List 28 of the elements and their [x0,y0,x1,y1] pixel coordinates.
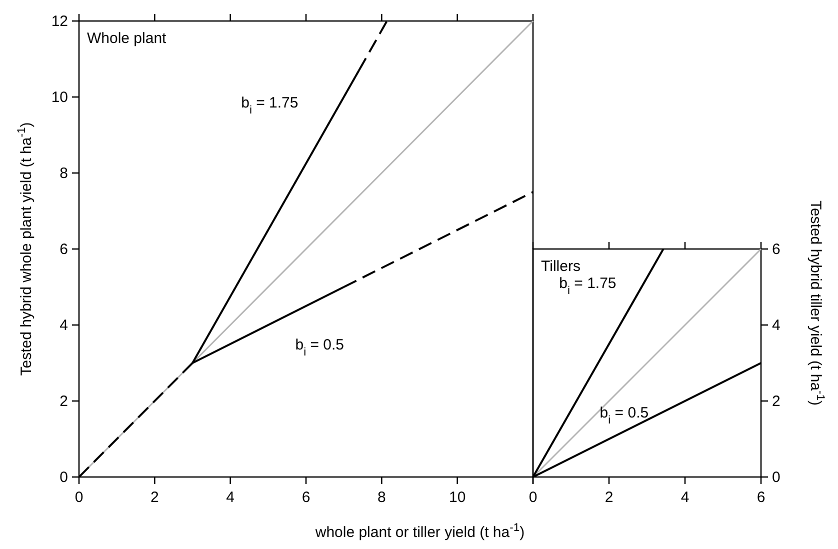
y-tick-label: 10 [51,89,68,106]
y2-tick-label: 4 [772,317,780,334]
y-tick-label: 4 [60,317,68,334]
text: Tillers [541,258,580,275]
x-tick-label: 0 [74,489,84,506]
annotation: b$_{i}$ = 1.75 [559,274,616,297]
y-tick-label: 6 [60,241,68,258]
y2-tick-label: 0 [772,469,780,486]
x-tick-label: 4 [680,489,690,506]
x-tick-label: 10 [448,489,466,506]
y-tick-label: 12 [51,13,68,30]
y2-tick-label: 2 [772,393,780,410]
x-axis-title: whole plant or tiller yield (t ha$^{-1}$) [314,522,525,541]
annotation: b$_{i}$ = 0.5 [295,336,344,358]
annotation: b$_{i}$ = 1.75 [241,94,298,117]
x-tick-label: 2 [604,489,614,506]
y-tick-label: 0 [60,469,68,486]
x-tick-label: 4 [226,489,235,506]
y-tick-label: 2 [60,393,68,410]
x-tick-label: 0 [528,489,538,506]
y2-tick-label: 6 [772,241,780,258]
x-tick-label: 2 [150,489,159,506]
x-tick-label: 6 [302,489,310,506]
annotation: b$_{i}$ = 0.5 [600,404,649,427]
x-tick-label: 6 [756,489,766,506]
y-tick-label: 8 [60,165,68,182]
x-tick-label: 8 [377,489,386,506]
text: Whole plant [87,30,168,47]
